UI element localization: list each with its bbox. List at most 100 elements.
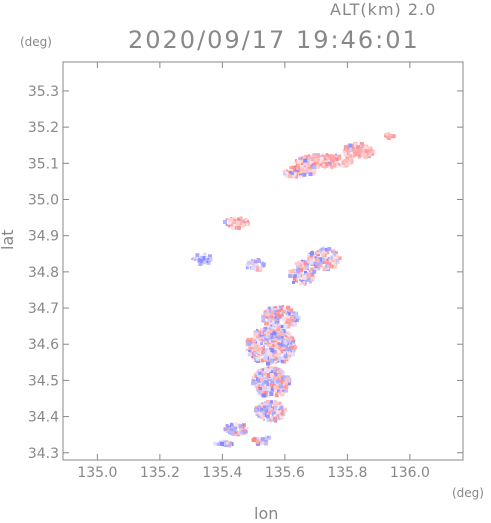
data-cell-372 [308, 170, 311, 173]
data-cell-1297 [294, 345, 297, 349]
data-cell-692 [305, 282, 307, 285]
y-tick-label-1: 34.4 [28, 410, 59, 426]
data-cell-1383 [253, 343, 256, 346]
data-cell-480 [203, 260, 207, 264]
data-cell-448 [232, 220, 237, 225]
data-cell-1372 [266, 344, 269, 347]
data-cell-1685 [263, 375, 266, 378]
data-cell-699 [299, 282, 303, 286]
data-cell-1344 [287, 337, 291, 341]
data-cell-1179 [275, 361, 278, 364]
data-cell-178 [325, 153, 328, 156]
data-cell-912 [262, 318, 266, 322]
data-cell-721 [302, 281, 305, 284]
data-cell-464 [200, 255, 205, 260]
data-cell-121 [306, 164, 311, 169]
data-cell-1357 [261, 338, 265, 342]
data-cell-362 [289, 171, 293, 174]
data-cell-1644 [278, 391, 282, 395]
data-cell-558 [315, 266, 319, 270]
data-cell-1880 [233, 422, 238, 427]
data-cell-165 [310, 157, 315, 162]
data-cell-1754 [278, 417, 281, 420]
data-cell-896 [288, 321, 292, 326]
data-cell-1368 [255, 356, 260, 361]
data-cell-1365 [270, 354, 273, 357]
data-cell-615 [329, 257, 332, 260]
data-cell-277 [343, 148, 346, 151]
data-cell-783 [295, 311, 298, 314]
data-cell-1815 [274, 401, 278, 404]
data-cell-725 [245, 266, 249, 270]
data-cell-599 [318, 252, 321, 255]
data-cell-1373 [280, 335, 284, 339]
data-cell-1351 [257, 345, 261, 349]
data-cell-1777 [265, 414, 270, 419]
data-cell-1304 [280, 329, 284, 333]
data-cell-1798 [283, 408, 287, 412]
data-cell-1794 [278, 408, 281, 411]
data-cell-442 [241, 223, 246, 228]
data-cell-1632 [280, 377, 285, 381]
data-cell-1525 [277, 368, 282, 373]
data-cell-459 [195, 253, 200, 258]
data-cell-1061 [251, 355, 254, 358]
data-cell-481 [206, 258, 209, 260]
data-cell-1633 [270, 386, 274, 391]
data-cell-1233 [292, 341, 295, 344]
data-cell-871 [276, 305, 281, 310]
data-cell-1559 [282, 387, 285, 390]
data-cell-754 [260, 261, 263, 264]
data-cell-582 [309, 258, 313, 262]
data-cell-1337 [281, 332, 285, 336]
data-cell-1595 [274, 393, 279, 398]
data-cell-474 [198, 262, 203, 266]
data-cell-1655 [254, 384, 257, 387]
data-cell-779 [296, 316, 301, 321]
data-cell-575 [334, 250, 337, 253]
data-cell-1294 [280, 349, 285, 354]
data-cell-1812 [278, 401, 282, 405]
data-cell-916 [269, 315, 273, 319]
data-cell-292 [347, 150, 350, 153]
data-cell-343 [309, 169, 314, 174]
data-cell-1353 [266, 331, 269, 334]
data-cell-1585 [269, 392, 274, 396]
data-cell-538 [335, 255, 339, 259]
data-cell-496 [314, 259, 319, 264]
data-cell-1668 [262, 368, 265, 371]
data-cell-1574 [278, 387, 282, 392]
data-cell-1913 [222, 443, 226, 447]
data-cell-613 [335, 253, 338, 256]
data-cell-437 [230, 223, 233, 227]
data-cell-574 [308, 256, 310, 258]
altitude-label: ALT(km) 2.0 [330, 0, 437, 19]
data-cell-1797 [272, 410, 275, 413]
data-cell-751 [253, 260, 257, 264]
data-cell-1133 [281, 339, 285, 343]
data-cell-1567 [272, 370, 275, 373]
data-cell-1682 [265, 381, 268, 384]
data-cell-468 [208, 257, 213, 262]
data-cell-630 [299, 279, 302, 282]
data-cell-1665 [284, 386, 286, 389]
data-cell-1370 [277, 336, 281, 340]
data-cell-1804 [262, 406, 267, 411]
data-cell-1347 [272, 331, 277, 336]
data-cell-813 [294, 320, 297, 323]
data-cell-1254 [276, 353, 281, 358]
data-cell-298 [358, 148, 362, 153]
data-cell-750 [250, 260, 255, 265]
data-cell-747 [254, 269, 257, 272]
data-cell-1246 [286, 331, 290, 335]
data-cell-831 [277, 317, 281, 321]
data-cell-1530 [281, 389, 285, 393]
data-cell-1311 [274, 341, 277, 345]
data-cell-1289 [265, 347, 269, 351]
data-cell-741 [258, 266, 263, 271]
data-cell-827 [265, 314, 270, 319]
data-cell-274 [355, 152, 360, 157]
data-cell-540 [333, 264, 337, 269]
data-cell-514 [323, 247, 328, 252]
data-cell-75 [315, 165, 319, 169]
